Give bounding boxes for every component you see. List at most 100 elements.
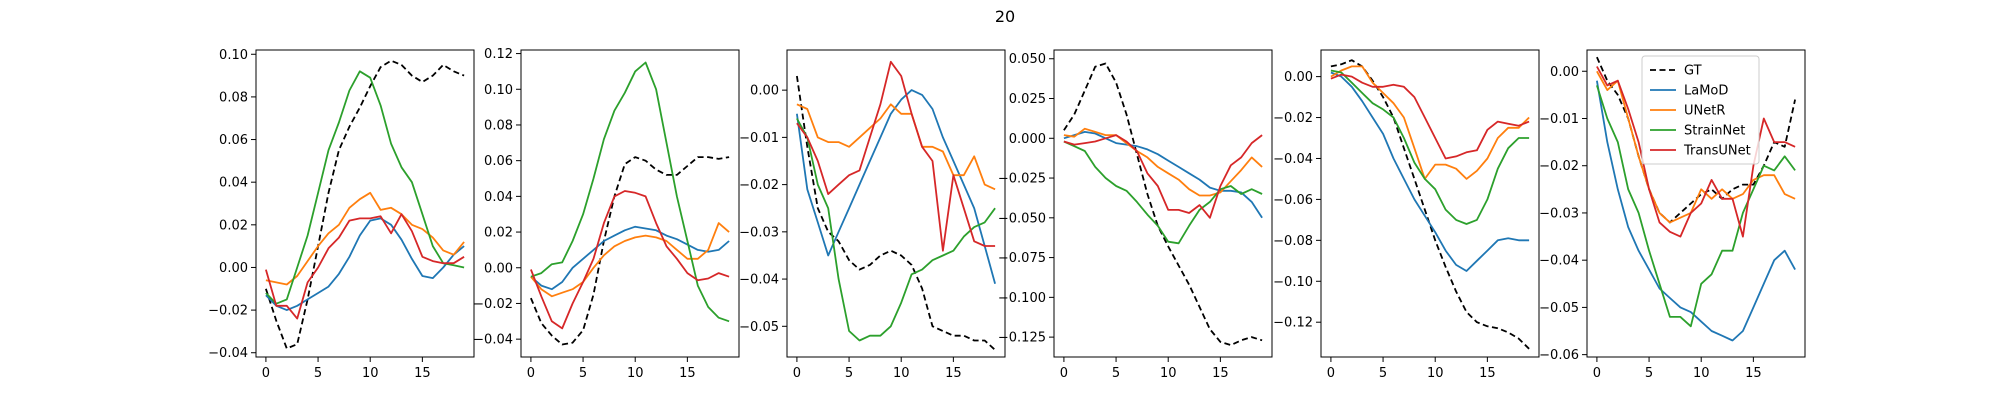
series-line-strainnet-panel-3	[796, 118, 996, 342]
series-line-lamod-panel-1	[265, 217, 465, 312]
axes-frame-panel-5	[1320, 49, 1540, 358]
x-tick-label: 5	[579, 366, 587, 381]
y-tick-label: 0.00	[750, 84, 779, 99]
y-tick-label: −0.04	[1539, 254, 1579, 269]
y-tick-label: 0.00	[1550, 65, 1579, 80]
x-tick-label: 15	[1479, 366, 1496, 381]
panels: 0 5 10 15 −0.04 −0.02 0.00 0.02 0.04 0.06 0.08 0.10…	[208, 47, 1806, 381]
y-tick-label: −0.125	[998, 331, 1046, 346]
y-tick-label: −0.050	[998, 211, 1046, 226]
x-tick-label: 0	[793, 366, 801, 381]
series-line-lamod-panel-3	[796, 89, 996, 285]
series-line-gt-panel-3	[796, 75, 996, 351]
axes-frame-panel-2	[520, 49, 740, 358]
x-tick-label: 15	[679, 366, 696, 381]
series-line-unetr-panel-5	[1330, 65, 1530, 180]
series-line-strainnet-panel-6	[1596, 85, 1796, 328]
y-tick-label: 0.06	[484, 154, 513, 169]
y-tick-label: −0.04	[739, 273, 779, 288]
y-tick-label: −0.04	[1273, 152, 1313, 167]
axes-frame-panel-1	[255, 49, 475, 358]
y-tick-label: 0.08	[484, 118, 513, 133]
panel-1: 0 5 10 15 −0.04 −0.02 0.00 0.02 0.04 0.06 0.08 0.10	[208, 48, 475, 381]
series-line-unetr-panel-3	[796, 103, 996, 191]
series-line-unetr-panel-1	[265, 191, 465, 286]
y-tick-label: 0.10	[219, 48, 248, 63]
legend-label-transunet: TransUNet	[1683, 144, 1751, 159]
x-tick-label: 5	[845, 366, 853, 381]
y-tick-label: 0.02	[484, 226, 513, 241]
x-tick-label: 0	[262, 366, 270, 381]
legend-label-lamod: LaMoD	[1684, 84, 1728, 99]
series-line-transunet-panel-6	[1596, 66, 1796, 238]
x-tick-label: 10	[1427, 366, 1444, 381]
y-tick-label: 0.10	[484, 83, 513, 98]
x-tick-label: 15	[945, 366, 962, 381]
panel-2: 0 5 10 15 −0.04 −0.02 0.00 0.02 0.04 0.06 0.08 0.10…	[473, 47, 740, 381]
x-tick-label: 10	[362, 366, 379, 381]
x-tick-label: 10	[1160, 366, 1177, 381]
y-tick-label: 0.04	[484, 190, 513, 205]
series-line-transunet-panel-3	[796, 60, 996, 252]
x-tick-label: 5	[314, 366, 322, 381]
panel-3: 0 5 10 15 −0.05 −0.04 −0.03 −0.02 −0.01 0.00	[739, 49, 1006, 381]
y-tick-label: −0.02	[739, 178, 779, 193]
x-tick-label: 5	[1112, 366, 1120, 381]
y-tick-label: −0.02	[1539, 159, 1579, 174]
axes-frame-panel-3	[786, 49, 1006, 358]
y-tick-label: 0.00	[1284, 70, 1313, 85]
x-tick-label: 0	[1327, 366, 1335, 381]
legend-label-strainnet: StrainNet	[1684, 124, 1745, 139]
panel-5: 0 5 10 15 −0.12 −0.10 −0.08 −0.06 −0.04 −0.02 0.00	[1273, 49, 1540, 381]
series-line-lamod-panel-5	[1330, 71, 1530, 272]
y-tick-label: 0.02	[219, 218, 248, 233]
y-tick-label: 0.000	[1009, 132, 1046, 147]
legend-label-gt: GT	[1684, 64, 1702, 79]
y-tick-label: −0.04	[473, 333, 513, 348]
series-line-gt-panel-4	[1063, 62, 1263, 347]
panel-6: 0 5 10 15 −0.06 −0.05 −0.04 −0.03 −0.02 −0.01 0.00	[1539, 49, 1806, 381]
y-tick-label: −0.10	[1273, 275, 1313, 290]
series-line-unetr-panel-4	[1063, 127, 1263, 197]
series-line-lamod-panel-2	[530, 225, 730, 291]
series-line-transunet-panel-1	[265, 213, 465, 320]
x-tick-label: 15	[1745, 366, 1762, 381]
series-line-gt-panel-2	[530, 156, 730, 346]
y-tick-label: 0.12	[484, 47, 513, 62]
x-tick-label: 5	[1379, 366, 1387, 381]
x-tick-label: 0	[1060, 366, 1068, 381]
legend-box	[1641, 55, 1760, 165]
y-tick-label: −0.02	[1273, 111, 1313, 126]
axes-frame-panel-6	[1586, 49, 1806, 358]
y-tick-label: 0.06	[219, 133, 248, 148]
y-tick-label: −0.08	[1273, 234, 1313, 249]
x-tick-label: 15	[1212, 366, 1229, 381]
y-tick-label: 0.025	[1009, 92, 1046, 107]
series-line-transunet-panel-5	[1330, 73, 1530, 160]
y-tick-label: 0.00	[484, 261, 513, 276]
series-line-unetr-panel-6	[1596, 70, 1796, 224]
y-tick-label: −0.100	[998, 291, 1046, 306]
series-line-strainnet-panel-1	[265, 70, 465, 305]
panel-4: 0 5 10 15 −0.125 −0.100 −0.075 −0.050 −0.025 0.00…	[998, 49, 1273, 381]
x-tick-label: 10	[627, 366, 644, 381]
series-line-strainnet-panel-4	[1063, 140, 1263, 245]
series-line-unetr-panel-2	[530, 222, 730, 298]
y-tick-label: −0.03	[1539, 206, 1579, 221]
y-tick-label: −0.12	[1273, 316, 1313, 331]
y-tick-label: 0.00	[219, 261, 248, 276]
series-line-lamod-panel-6	[1596, 80, 1796, 342]
x-tick-label: 0	[1593, 366, 1601, 381]
x-tick-label: 5	[1645, 366, 1653, 381]
legend: GT LaMoD UNetR StrainNet TransUNet	[1641, 55, 1760, 165]
y-tick-label: −0.05	[739, 320, 779, 335]
y-tick-label: −0.01	[739, 131, 779, 146]
y-tick-label: −0.03	[739, 225, 779, 240]
axes-frame-panel-4	[1053, 49, 1273, 358]
series-line-gt-panel-5	[1330, 59, 1530, 350]
y-tick-label: −0.06	[1539, 348, 1579, 363]
y-tick-label: −0.05	[1539, 301, 1579, 316]
y-tick-label: −0.06	[1273, 193, 1313, 208]
x-tick-label: 10	[893, 366, 910, 381]
